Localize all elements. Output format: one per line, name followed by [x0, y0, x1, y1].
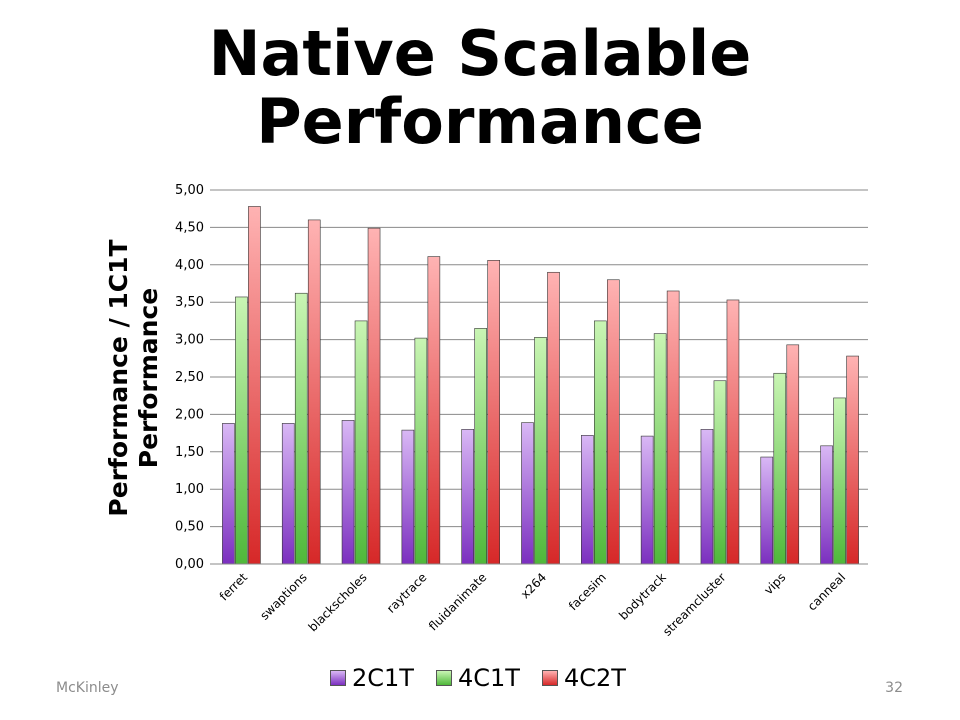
bar-4c1t-x264	[534, 337, 547, 565]
bar-2c1t-x264	[521, 422, 534, 565]
bar-2c1t-raytrace	[401, 429, 415, 565]
bar-2c1t-canneal	[820, 445, 833, 565]
y-tick-label: 5,00	[175, 183, 204, 198]
y-tick-label: 1,50	[175, 445, 204, 460]
bar-4c2t-fluidanimate	[487, 260, 500, 565]
page-number: 32	[885, 680, 903, 696]
bar-4c2t-ferret	[248, 206, 261, 565]
bar-2c1t-blackscholes	[341, 420, 355, 565]
legend: 2C1T 4C1T 4C2T	[330, 664, 626, 692]
bar-2c1t-vips	[760, 456, 774, 565]
y-tick-labels: 0,00 0,50 1,00 1,50 2,00 2,50 3,00 3,50 4,00 4,50…	[175, 183, 204, 572]
bar-2c1t-ferret	[222, 423, 235, 565]
y-tick-label: 0,00	[175, 557, 204, 572]
x-category-label: ferret	[217, 570, 251, 604]
x-category-label: facesim	[566, 570, 609, 613]
bar-4c1t-vips	[773, 372, 787, 565]
legend-swatch-4c1t	[435, 670, 452, 686]
x-category-label: canneal	[805, 570, 848, 613]
x-category-label: vips	[761, 570, 788, 597]
slide-title-line1: Native Scalable	[208, 17, 752, 90]
y-tick-label: 4,50	[175, 220, 204, 235]
legend-swatch-4c2t	[541, 670, 558, 686]
x-category-label: fluidanimate	[426, 570, 489, 633]
bar-4c1t-streamcluster	[713, 380, 727, 565]
x-category-label: streamcluster	[660, 570, 729, 639]
bar-4c1t-bodytrack	[653, 333, 667, 565]
bar-4c1t-blackscholes	[354, 320, 368, 565]
x-category-label: raytrace	[384, 570, 430, 616]
bar-4c1t-facesim	[594, 320, 607, 565]
legend-item-4c2t: 4C2T	[541, 664, 626, 692]
legend-label-4c2t: 4C2T	[563, 664, 626, 692]
bar-4c1t-fluidanimate	[474, 328, 487, 565]
y-tick-label: 4,00	[175, 258, 204, 273]
bar-4c2t-vips	[786, 344, 800, 565]
bars	[222, 206, 859, 565]
bar-2c1t-fluidanimate	[461, 429, 474, 565]
bar-4c2t-swaptions	[307, 219, 321, 565]
bar-2c1t-swaptions	[281, 423, 295, 565]
slide-title: Native Scalable Performance	[0, 20, 960, 156]
bar-4c2t-x264	[547, 271, 560, 565]
x-category-label: swaptions	[257, 570, 310, 623]
bar-4c2t-raytrace	[427, 256, 441, 565]
bar-4c1t-swaptions	[294, 292, 308, 565]
legend-label-2c1t: 2C1T	[352, 664, 414, 692]
bar-4c2t-canneal	[846, 355, 859, 565]
bar-4c2t-blackscholes	[367, 227, 381, 565]
y-tick-label: 3,00	[175, 333, 204, 348]
legend-item-4c1t: 4C1T	[435, 664, 520, 692]
bar-4c1t-raytrace	[414, 337, 428, 565]
legend-item-2c1t: 2C1T	[330, 664, 414, 692]
footer-author: McKinley	[56, 680, 119, 696]
y-tick-label: 3,50	[175, 295, 204, 310]
bar-2c1t-facesim	[581, 435, 594, 565]
legend-swatch-2c1t	[330, 670, 346, 686]
y-tick-label: 1,00	[175, 482, 204, 497]
bar-4c2t-facesim	[607, 279, 620, 565]
bar-4c2t-streamcluster	[726, 299, 740, 565]
bar-4c1t-canneal	[833, 397, 846, 565]
x-category-label: bodytrack	[616, 570, 669, 623]
legend-label-4c1t: 4C1T	[457, 664, 520, 692]
x-category-label: x264	[518, 570, 549, 601]
y-tick-label: 2,50	[175, 370, 204, 385]
bar-2c1t-bodytrack	[640, 435, 654, 565]
bar-4c2t-bodytrack	[666, 290, 680, 565]
bar-4c1t-ferret	[235, 296, 248, 565]
bar-2c1t-streamcluster	[700, 429, 714, 565]
y-tick-label: 2,00	[175, 407, 204, 422]
y-tick-label: 0,50	[175, 520, 204, 535]
x-category-label: blackscholes	[306, 570, 370, 634]
slide-title-line2: Performance	[256, 85, 704, 158]
